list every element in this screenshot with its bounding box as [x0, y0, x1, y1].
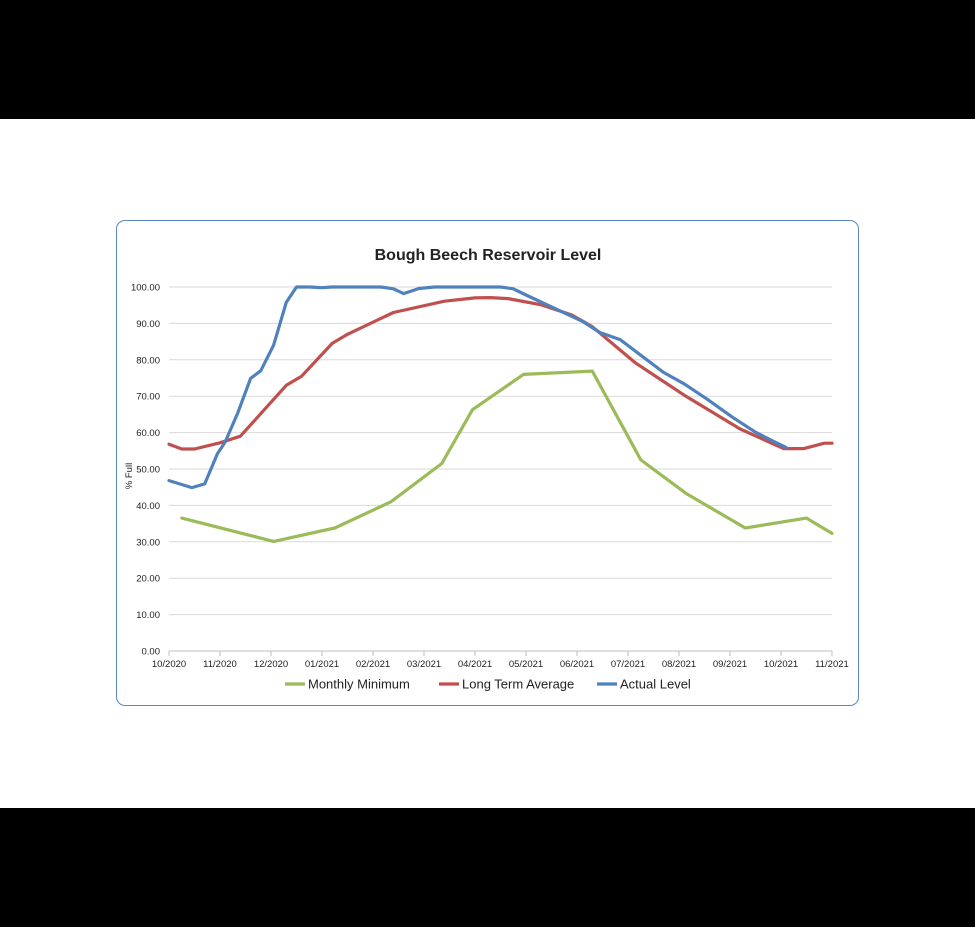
x-tick-label: 04/2021 [458, 659, 492, 670]
chart-card [116, 220, 859, 706]
series-line-long-term-average [167, 296, 834, 451]
x-tick-label: 01/2021 [305, 659, 339, 670]
series-lines [167, 285, 834, 543]
x-tick-label: 08/2021 [662, 659, 696, 670]
chart-title: Bough Beech Reservoir Level [375, 247, 602, 264]
y-tick-label: 70.00 [136, 392, 160, 403]
series-line-monthly-minimum [180, 369, 834, 543]
legend-label: Monthly Minimum [308, 677, 410, 692]
y-tick-label: 100.00 [131, 283, 160, 294]
y-tick-label: 20.00 [136, 574, 160, 585]
legend-label: Long Term Average [462, 677, 574, 692]
x-tick-label: 10/2020 [152, 659, 186, 670]
y-tick-label: 80.00 [136, 355, 160, 366]
x-tick-label: 05/2021 [509, 659, 543, 670]
x-tick-label: 11/2020 [203, 659, 237, 670]
x-tick-label: 03/2021 [407, 659, 441, 670]
y-tick-label: 30.00 [136, 537, 160, 548]
y-tick-label: 60.00 [136, 428, 160, 439]
y-tick-label: 90.00 [136, 319, 160, 330]
y-tick-label: 40.00 [136, 501, 160, 512]
y-tick-label: 50.00 [136, 465, 160, 476]
legend-label: Actual Level [620, 677, 691, 692]
y-tick-label: 10.00 [136, 610, 160, 621]
x-tick-label: 09/2021 [713, 659, 747, 670]
gridlines [169, 286, 832, 616]
x-tick-label: 11/2021 [815, 659, 849, 670]
bottom-letterbox [0, 808, 975, 927]
y-tick-label: 0.00 [142, 647, 161, 658]
x-tick-label: 07/2021 [611, 659, 645, 670]
x-tick-label: 12/2020 [254, 659, 288, 670]
series-line-actual-level [167, 285, 788, 490]
x-tick-label: 06/2021 [560, 659, 594, 670]
legend: Monthly Minimum Long Term Average Actual L… [285, 677, 691, 692]
x-tick-label: 02/2021 [356, 659, 390, 670]
y-axis-title: % Full [124, 463, 135, 489]
axes: 0.00 10.00 20.00 30.00 40.00 50.00 60.00 70.00 8… [131, 283, 849, 671]
top-letterbox [0, 0, 975, 119]
x-tick-label: 10/2021 [764, 659, 798, 670]
